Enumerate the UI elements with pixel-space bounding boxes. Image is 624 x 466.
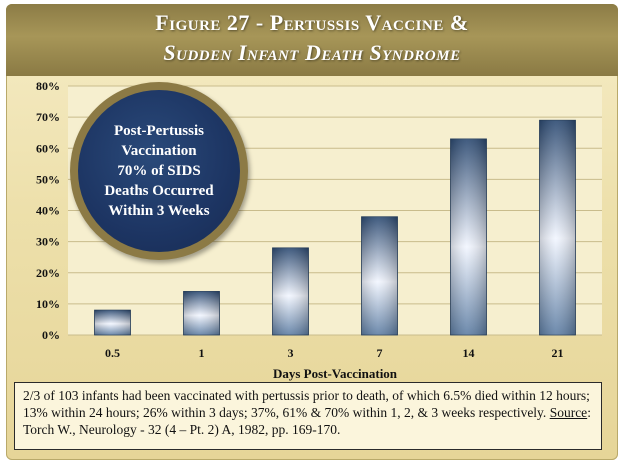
callout-line-5: Within 3 Weeks xyxy=(108,203,210,219)
footnote-source-text: : Torch W., Neurology - 32 (4 – Pt. 2) A… xyxy=(23,405,591,437)
x-tick-label: 21 xyxy=(552,346,564,360)
y-tick-label: 60% xyxy=(36,141,60,155)
callout-line-2: Vaccination xyxy=(121,143,197,159)
y-tick-label: 70% xyxy=(36,110,60,124)
callout-line-3: 70% of SIDS xyxy=(117,163,201,179)
callout-line-1: Post-Pertussis xyxy=(114,123,204,139)
bar-shading-14 xyxy=(450,138,487,335)
y-axis-ticks: 0% 10% 20% 30% 40% 50% 60% 70% 80% xyxy=(36,79,60,342)
title-banner xyxy=(6,4,618,76)
bar-shading-1 xyxy=(183,291,220,335)
footnote-source-label: Source xyxy=(549,405,588,420)
footnote-text: 2/3 of 103 infants had been vaccinated w… xyxy=(23,388,590,420)
callout-line-4: Deaths Occurred xyxy=(104,183,214,199)
chart-title-line-1: Figure 27 - Pertussis Vaccine & xyxy=(155,10,469,35)
bar-shading-0.5 xyxy=(94,310,131,335)
y-tick-label: 20% xyxy=(36,266,60,280)
y-tick-label: 80% xyxy=(36,79,60,93)
x-tick-label: 14 xyxy=(463,346,475,360)
bar-shading-7 xyxy=(361,216,398,335)
y-tick-label: 10% xyxy=(36,297,60,311)
callout-inner: Post-Pertussis Vaccination 70% of SIDS D… xyxy=(78,90,240,252)
y-tick-label: 0% xyxy=(42,328,60,342)
bar-shading-21 xyxy=(539,120,576,335)
footnote-box: 2/3 of 103 infants had been vaccinated w… xyxy=(14,382,602,450)
y-tick-label: 30% xyxy=(36,235,60,249)
x-tick-label: 1 xyxy=(199,346,205,360)
y-tick-label: 50% xyxy=(36,172,60,186)
x-tick-label: 7 xyxy=(377,346,383,360)
callout-text: Post-Pertussis Vaccination 70% of SIDS D… xyxy=(94,121,224,221)
x-axis-ticks: 0.5 1 3 7 14 21 xyxy=(105,346,564,360)
y-tick-label: 40% xyxy=(36,204,60,218)
bar-shading-3 xyxy=(272,247,309,335)
x-axis-label: Days Post-Vaccination xyxy=(273,366,398,381)
callout-badge: Post-Pertussis Vaccination 70% of SIDS D… xyxy=(70,82,248,260)
bars xyxy=(94,119,576,336)
x-tick-label: 0.5 xyxy=(105,346,120,360)
chart-title-line-2: Sudden Infant Death Syndrome xyxy=(163,40,461,65)
x-tick-label: 3 xyxy=(288,346,294,360)
